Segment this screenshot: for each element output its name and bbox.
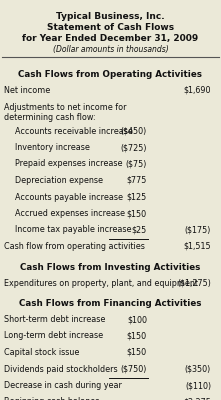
Text: Income tax payable increase: Income tax payable increase [15, 226, 131, 234]
Text: Expenditures on property, plant, and equipment: Expenditures on property, plant, and equ… [4, 278, 198, 288]
Text: Beginning cash balance: Beginning cash balance [4, 398, 100, 400]
Text: $100: $100 [127, 315, 147, 324]
Text: Cash Flows from Operating Activities: Cash Flows from Operating Activities [19, 70, 202, 79]
Text: Accounts receivable increase: Accounts receivable increase [15, 126, 133, 136]
Text: Depreciation expense: Depreciation expense [15, 176, 103, 185]
Text: $150: $150 [127, 209, 147, 218]
Text: Dividends paid stockholders: Dividends paid stockholders [4, 364, 118, 374]
Text: ($450): ($450) [121, 126, 147, 136]
Text: Inventory increase: Inventory increase [15, 143, 90, 152]
Text: $150: $150 [127, 348, 147, 357]
Text: Cash flow from operating activities: Cash flow from operating activities [4, 242, 145, 251]
Text: $25: $25 [132, 226, 147, 234]
Text: Cash Flows from Financing Activities: Cash Flows from Financing Activities [19, 299, 202, 308]
Text: ($750): ($750) [121, 364, 147, 374]
Text: Accrued expenses increase: Accrued expenses increase [15, 209, 125, 218]
Text: Adjustments to net income for
determining cash flow:: Adjustments to net income for determinin… [4, 102, 126, 122]
Text: Cash Flows from Investing Activities: Cash Flows from Investing Activities [20, 262, 201, 272]
Text: $775: $775 [127, 176, 147, 185]
Text: Long-term debt increase: Long-term debt increase [4, 332, 103, 340]
Text: ($75): ($75) [126, 160, 147, 168]
Text: $125: $125 [127, 192, 147, 202]
Text: ($1,275): ($1,275) [177, 278, 211, 288]
Text: (Dollar amounts in thousands): (Dollar amounts in thousands) [53, 45, 168, 54]
Text: $1,690: $1,690 [184, 86, 211, 95]
Text: ($110): ($110) [185, 381, 211, 390]
Text: Accounts payable increase: Accounts payable increase [15, 192, 123, 202]
Text: $1,515: $1,515 [183, 242, 211, 251]
Text: $2,275: $2,275 [183, 398, 211, 400]
Text: Prepaid expenses increase: Prepaid expenses increase [15, 160, 123, 168]
Text: Statement of Cash Flows: Statement of Cash Flows [47, 23, 174, 32]
Text: Net income: Net income [4, 86, 50, 95]
Text: ($175): ($175) [185, 226, 211, 234]
Text: Decrease in cash during year: Decrease in cash during year [4, 381, 122, 390]
Text: $150: $150 [127, 332, 147, 340]
Text: for Year Ended December 31, 2009: for Year Ended December 31, 2009 [22, 34, 199, 43]
Text: Typical Business, Inc.: Typical Business, Inc. [56, 12, 165, 21]
Text: Capital stock issue: Capital stock issue [4, 348, 79, 357]
Text: Short-term debt increase: Short-term debt increase [4, 315, 105, 324]
Text: ($725): ($725) [120, 143, 147, 152]
Text: ($350): ($350) [185, 364, 211, 374]
